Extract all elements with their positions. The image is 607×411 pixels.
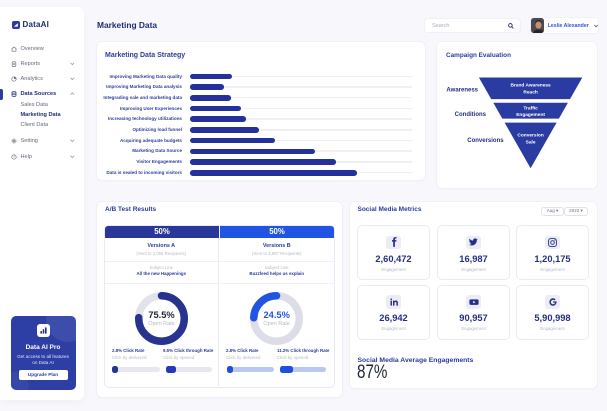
svg-text:Traffic: Traffic bbox=[523, 106, 538, 112]
svg-text:Conversion: Conversion bbox=[517, 133, 543, 139]
svg-text:Engagement: Engagement bbox=[516, 112, 545, 118]
svg-text:Awareness: Awareness bbox=[446, 88, 478, 94]
svg-text:Conditions: Conditions bbox=[455, 112, 487, 118]
svg-text:Reach: Reach bbox=[523, 90, 537, 96]
svg-text:?: ? bbox=[13, 155, 15, 159]
svg-text:Conversions: Conversions bbox=[467, 138, 504, 144]
svg-text:Sale: Sale bbox=[526, 140, 536, 146]
svg-text:Brand Awareness: Brand Awareness bbox=[510, 83, 551, 89]
